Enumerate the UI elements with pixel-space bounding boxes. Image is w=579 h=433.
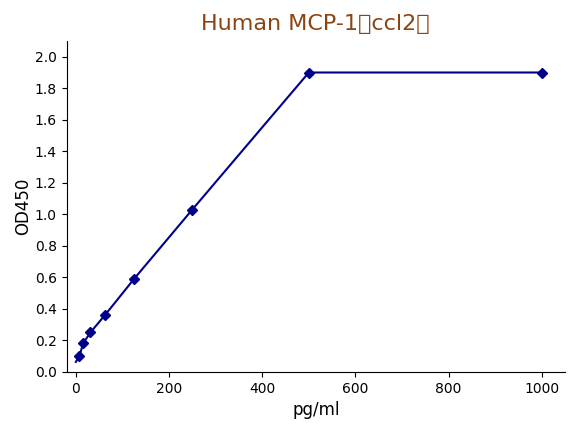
Title: Human MCP-1（ccl2）: Human MCP-1（ccl2） [201,14,430,34]
Y-axis label: OD450: OD450 [14,178,32,235]
X-axis label: pg/ml: pg/ml [292,401,339,419]
